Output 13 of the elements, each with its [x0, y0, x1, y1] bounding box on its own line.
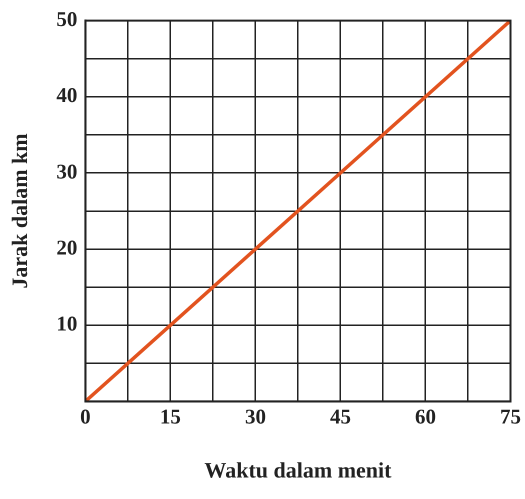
x-tick-label: 15	[160, 404, 181, 428]
x-tick-label: 0	[80, 404, 91, 428]
x-tick-label: 75	[500, 404, 521, 428]
y-tick-label: 40	[56, 83, 78, 108]
y-tick-label: 20	[56, 236, 78, 260]
y-tick-label: 30	[56, 159, 78, 184]
x-axis-title: Waktu dalam menit	[204, 457, 392, 482]
y-tick-label: 50	[56, 7, 78, 32]
y-axis-title: Jarak dalam km	[6, 133, 32, 289]
x-tick-label: 45	[330, 404, 351, 428]
x-tick-label: 60	[414, 404, 436, 428]
y-tick-label: 10	[56, 312, 78, 336]
x-tick-label: 30	[244, 404, 266, 428]
